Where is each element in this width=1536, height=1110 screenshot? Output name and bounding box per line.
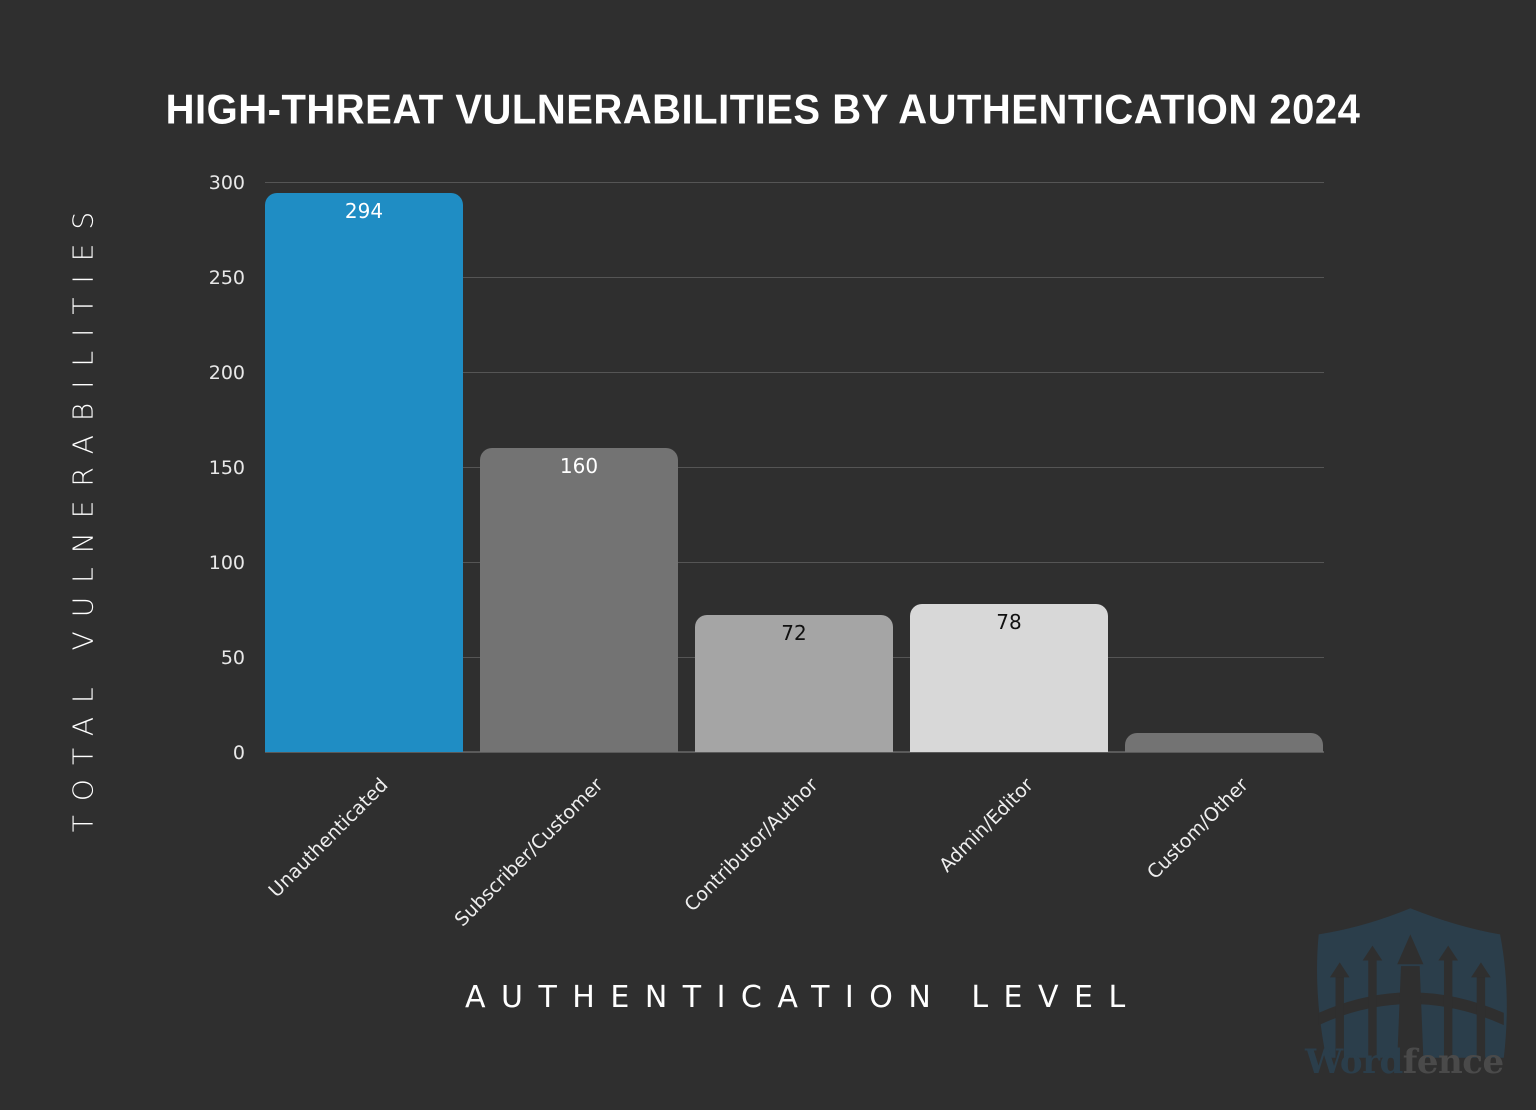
bar-value-label: 294 (344, 199, 384, 224)
y-tick-label: 50 (220, 647, 245, 669)
y-axis-label: TOTAL VULNERABILITIES (66, 197, 100, 833)
gridline (265, 182, 1324, 183)
y-tick-label: 300 (208, 172, 245, 194)
bar-unauthenticated: 294 (265, 193, 463, 752)
bar-value-label: 72 (781, 621, 807, 646)
x-tick-label: Custom/Other (1142, 774, 1253, 884)
bar-admin-editor: 78 (910, 603, 1108, 752)
y-tick-label: 150 (208, 457, 245, 479)
y-tick-label: 200 (208, 362, 245, 384)
gridline (265, 277, 1324, 278)
chart-title: HIGH-THREAT VULNERABILITIES BY AUTHENTIC… (165, 86, 1361, 134)
gridline (265, 467, 1324, 468)
bar-subscriber-customer: 160 (480, 448, 678, 752)
x-tick-label: Unauthenticated (264, 774, 393, 902)
bar-custom-other (1125, 733, 1323, 752)
x-tick-label: Subscriber/Customer (450, 774, 608, 931)
bar-value-label: 78 (996, 609, 1022, 634)
bar-value-label: 160 (559, 454, 599, 478)
x-tick-label: Admin/Editor (935, 774, 1038, 877)
bar-contributor-author: 72 (695, 615, 893, 752)
y-tick-label: 0 (232, 742, 245, 764)
y-tick-label: 100 (208, 552, 245, 574)
wordfence-watermark: Wordfence (1305, 1042, 1504, 1082)
x-axis-line (265, 751, 1324, 753)
plot-area: 0 50 100 150 200 250 300 294 Unauthenticated 160 S… (209, 172, 1324, 931)
y-tick-label: 250 (208, 267, 245, 289)
wordfence-logo-icon (1317, 908, 1507, 1060)
gridline (265, 372, 1324, 373)
x-axis-label: AUTHENTICATION LEVEL (465, 980, 1141, 1015)
x-tick-label: Contributor/Author (680, 774, 823, 917)
gridline (265, 562, 1324, 563)
